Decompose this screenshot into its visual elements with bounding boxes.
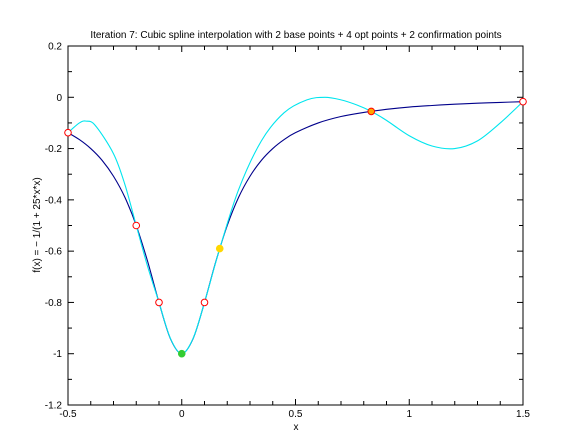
opt-point-marker (132, 221, 141, 230)
marker-layer (64, 97, 527, 358)
ticks-layer (67, 45, 524, 406)
x-tick-label: 1 (406, 409, 412, 420)
x-tick-label: -0.5 (59, 409, 77, 420)
y-tick-label: -0.8 (45, 298, 63, 309)
true-function-line (67, 101, 524, 355)
opt-point-marker (155, 298, 163, 307)
chart-title: Iteration 7: Cubic spline interpolation … (90, 30, 501, 41)
y-tick-label: -0.2 (45, 144, 63, 155)
x-axis-label: x (294, 422, 299, 433)
y-tick-label: -0.6 (45, 247, 63, 258)
series-layer (67, 96, 524, 355)
x-tick-label: 0.5 (289, 409, 303, 420)
spline-interpolant-line (67, 96, 524, 355)
y-tick-label: -1.2 (45, 401, 63, 412)
y-tick-label: -1 (53, 349, 62, 360)
tick-labels: -0.5 0 0.5 1 1.5 -1.2 -1 -0.8 -0.6 -0.4 -0.2 0 0.2 (45, 42, 531, 421)
opt-point-marker (367, 107, 376, 116)
y-tick-label: -0.4 (45, 195, 63, 206)
y-tick-label: 0.2 (48, 42, 62, 53)
confirmation-point-marker (215, 244, 224, 253)
y-axis-label: f(x) = − 1/(1 + 25*x*x) (32, 177, 43, 272)
x-tick-label: 1.5 (516, 409, 530, 420)
confirmation-point-marker (177, 349, 186, 358)
base-point-marker (64, 128, 72, 137)
x-tick-label: 0 (179, 409, 185, 420)
opt-point-marker (200, 298, 209, 307)
y-tick-label: 0 (56, 93, 62, 104)
base-point-marker (519, 97, 527, 106)
